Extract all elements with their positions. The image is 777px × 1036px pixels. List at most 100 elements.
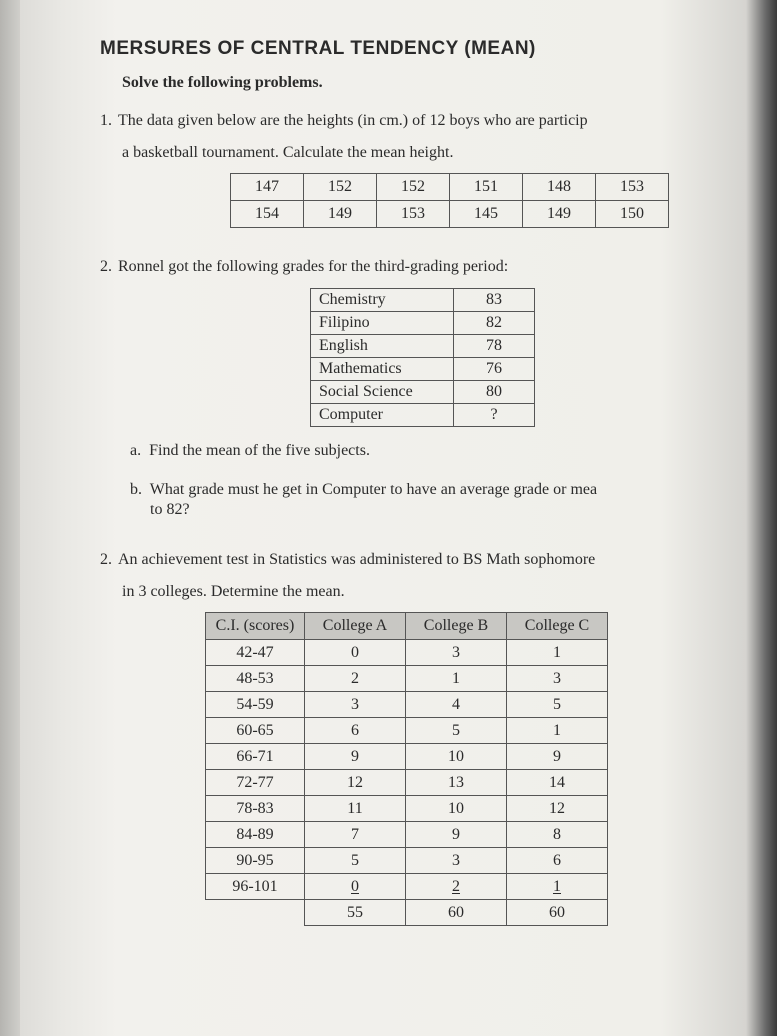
cell: 149	[304, 201, 377, 228]
problem-2: 2.Ronnel got the following grades for th…	[100, 256, 727, 278]
col-header: College C	[507, 613, 608, 640]
cell: Chemistry	[311, 288, 454, 311]
problem-2-text: Ronnel got the following grades for the …	[118, 258, 508, 275]
cell: 147	[231, 174, 304, 201]
cell: 76	[454, 357, 535, 380]
problem-3-number: 2.	[100, 549, 118, 571]
cell: Social Science	[311, 380, 454, 403]
sub-label: a.	[130, 442, 141, 459]
cell: 55	[305, 900, 406, 926]
cell: 5	[305, 848, 406, 874]
cell: 90-95	[206, 848, 305, 874]
table-row: 78-83111012	[206, 796, 608, 822]
cell: 5	[406, 718, 507, 744]
cell: English	[311, 334, 454, 357]
cell: 3	[305, 692, 406, 718]
table-row: Filipino82	[311, 311, 535, 334]
cell: 80	[454, 380, 535, 403]
cell: 9	[406, 822, 507, 848]
cell: 4	[406, 692, 507, 718]
cell: 10	[406, 796, 507, 822]
cell: ?	[454, 403, 535, 426]
cell: 145	[450, 201, 523, 228]
cell: 60	[507, 900, 608, 926]
cell: 1	[507, 874, 608, 900]
table-row: 84-89798	[206, 822, 608, 848]
cell: 48-53	[206, 666, 305, 692]
cell: 3	[406, 848, 507, 874]
cell: 72-77	[206, 770, 305, 796]
table-row: 154 149 153 145 149 150	[231, 201, 669, 228]
cell: 60	[406, 900, 507, 926]
sub-label: b.	[130, 481, 142, 498]
problem-2-number: 2.	[100, 256, 118, 278]
problem-3-line1: An achievement test in Statistics was ad…	[118, 551, 595, 568]
table-row: Chemistry83	[311, 288, 535, 311]
cell: 66-71	[206, 744, 305, 770]
cell: 6	[305, 718, 406, 744]
problem-2b: b. What grade must he get in Computer to…	[130, 480, 727, 522]
cell: 3	[507, 666, 608, 692]
cell: 8	[507, 822, 608, 848]
problem-1-line1: The data given below are the heights (in…	[118, 112, 588, 129]
page-title: MERSURES OF CENTRAL TENDENCY (MEAN)	[100, 38, 727, 60]
cell: 78	[454, 334, 535, 357]
problem-1-line2: a basketball tournament. Calculate the m…	[122, 142, 727, 164]
sub-text-line2: to 82?	[150, 501, 190, 518]
cell: 11	[305, 796, 406, 822]
grades-table: Chemistry83 Filipino82 English78 Mathema…	[310, 288, 535, 427]
cell: 0	[305, 874, 406, 900]
cell: 1	[406, 666, 507, 692]
table-row: Social Science80	[311, 380, 535, 403]
cell: 153	[377, 201, 450, 228]
cell: 14	[507, 770, 608, 796]
cell	[206, 900, 305, 926]
table-row: Computer?	[311, 403, 535, 426]
table-row: 66-719109	[206, 744, 608, 770]
table-row: 72-77121314	[206, 770, 608, 796]
cell: 82	[454, 311, 535, 334]
cell: 0	[305, 640, 406, 666]
scores-table: C.I. (scores) College A College B Colleg…	[205, 612, 608, 926]
cell: 150	[596, 201, 669, 228]
cell: 148	[523, 174, 596, 201]
cell: 2	[305, 666, 406, 692]
table-row: 96-101021	[206, 874, 608, 900]
cell: 54-59	[206, 692, 305, 718]
cell: 83	[454, 288, 535, 311]
sub-text-line1: What grade must he get in Computer to ha…	[150, 481, 597, 498]
cell: 13	[406, 770, 507, 796]
cell: 154	[231, 201, 304, 228]
table-row: 42-47031	[206, 640, 608, 666]
cell: Computer	[311, 403, 454, 426]
cell: 153	[596, 174, 669, 201]
heights-table: 147 152 152 151 148 153 154 149 153 145 …	[230, 173, 669, 228]
table-row: 90-95536	[206, 848, 608, 874]
table-row: 54-59345	[206, 692, 608, 718]
table-row: 147 152 152 151 148 153	[231, 174, 669, 201]
table-row: 60-65651	[206, 718, 608, 744]
cell: 42-47	[206, 640, 305, 666]
cell: Filipino	[311, 311, 454, 334]
cell: 6	[507, 848, 608, 874]
problem-1-number: 1.	[100, 110, 118, 132]
table-row: 48-53213	[206, 666, 608, 692]
cell: 96-101	[206, 874, 305, 900]
cell: 149	[523, 201, 596, 228]
cell: 3	[406, 640, 507, 666]
page-subtitle: Solve the following problems.	[122, 74, 727, 92]
cell: 12	[305, 770, 406, 796]
table-totals-row: 55 60 60	[206, 900, 608, 926]
cell: 152	[377, 174, 450, 201]
col-header: C.I. (scores)	[206, 613, 305, 640]
problem-3: 2.An achievement test in Statistics was …	[100, 549, 727, 571]
cell: 151	[450, 174, 523, 201]
cell: 152	[304, 174, 377, 201]
cell: 7	[305, 822, 406, 848]
cell: 84-89	[206, 822, 305, 848]
col-header: College A	[305, 613, 406, 640]
problem-3-line2: in 3 colleges. Determine the mean.	[122, 581, 727, 603]
cell: 1	[507, 718, 608, 744]
sub-text: Find the mean of the five subjects.	[149, 442, 370, 459]
cell: Mathematics	[311, 357, 454, 380]
